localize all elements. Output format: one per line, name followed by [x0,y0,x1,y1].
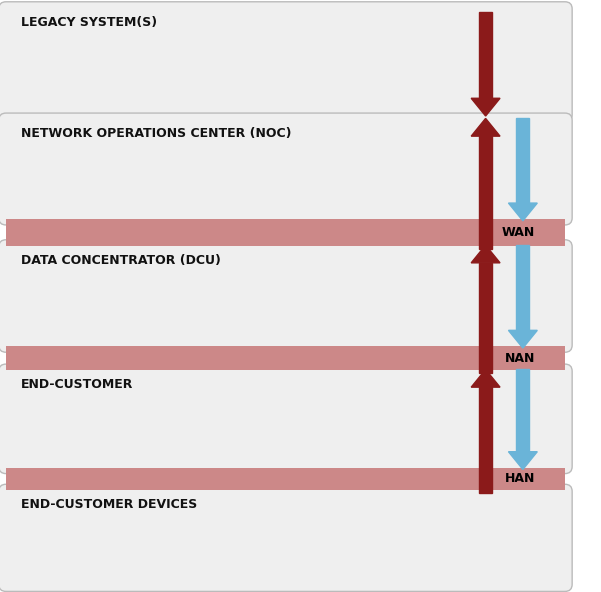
Polygon shape [508,330,537,348]
Polygon shape [508,452,537,469]
Text: END-CUSTOMER DEVICES: END-CUSTOMER DEVICES [21,498,197,511]
Text: LEGACY SYSTEM(S): LEGACY SYSTEM(S) [21,16,157,29]
FancyBboxPatch shape [0,113,572,225]
Text: NAN: NAN [504,352,535,365]
Bar [6,468,565,490]
Bar [6,346,565,370]
Bar [6,219,565,246]
Bar [479,263,492,373]
Text: DATA CONCENTRATOR (DCU): DATA CONCENTRATOR (DCU) [21,254,221,267]
Text: WAN: WAN [502,226,535,239]
Bar [516,369,529,452]
Bar [479,136,492,249]
Polygon shape [471,98,500,116]
Polygon shape [471,369,500,387]
Bar [516,118,529,203]
Text: NETWORK OPERATIONS CENTER (NOC): NETWORK OPERATIONS CENTER (NOC) [21,127,291,140]
FancyBboxPatch shape [0,240,572,352]
Text: HAN: HAN [504,472,535,485]
FancyBboxPatch shape [0,364,572,474]
Bar [479,387,492,493]
Polygon shape [508,203,537,221]
Text: END-CUSTOMER: END-CUSTOMER [21,378,133,391]
Polygon shape [471,245,500,263]
Bar [479,12,492,98]
FancyBboxPatch shape [0,2,572,122]
Bar [516,245,529,330]
Polygon shape [471,118,500,136]
FancyBboxPatch shape [0,484,572,591]
